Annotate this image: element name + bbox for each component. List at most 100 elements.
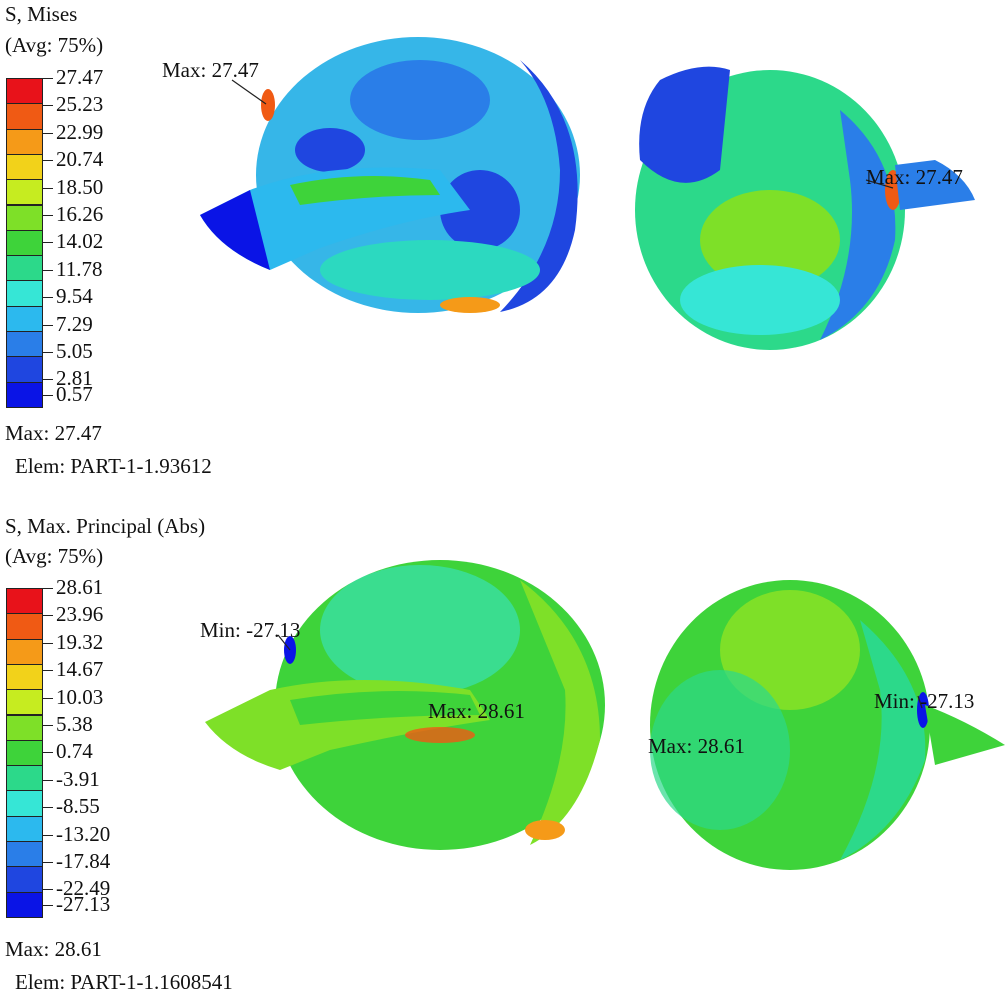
max-principal-legend-swatch <box>6 739 43 767</box>
mises-legend-value: 27.47 <box>56 65 104 89</box>
max-principal-legend-tick <box>43 725 53 727</box>
max-principal-legend-swatch <box>6 663 43 691</box>
max-principal-legend-value: 19.32 <box>56 629 104 654</box>
mises-max-element: Elem: PART-1-1.93612 <box>15 454 212 478</box>
mises-legend-tick <box>43 379 53 381</box>
max-principal-max-element: Elem: PART-1-1.1608541 <box>15 970 233 994</box>
max-principal-legend-tick <box>43 752 53 754</box>
max-principal-left-body <box>205 560 605 850</box>
max-principal-legend-swatch <box>6 689 43 716</box>
max-principal-legend-swatch <box>6 790 43 817</box>
max-principal-legend-value: -13.20 <box>56 821 111 846</box>
max-principal-legend-tick <box>43 889 53 891</box>
max-principal-legend-averaging: (Avg: 75%) <box>5 544 104 568</box>
max-principal-legend-tick <box>43 807 53 809</box>
mises-legend-tick <box>43 242 53 244</box>
max-principal-legend-value: 28.61 <box>56 575 104 599</box>
max-principal-legend-value: 10.03 <box>56 684 104 709</box>
max-principal-legend-swatch <box>6 891 43 918</box>
max-principal-legend-value: 23.96 <box>56 602 104 627</box>
mises-right-body <box>635 66 975 350</box>
mises-legend-swatch <box>6 255 43 282</box>
mises-legend-value: 7.29 <box>56 311 93 336</box>
max-principal-max-summary: Max: 28.61 <box>5 937 102 961</box>
mises-legend-tick <box>43 78 53 79</box>
max-principal-legend-value: -22.49 <box>56 876 111 901</box>
max-principal-right-body <box>650 580 1005 870</box>
mises-legend-value: 20.74 <box>56 147 104 172</box>
max-principal-left-max-label: Max: 28.61 <box>428 699 525 723</box>
mises-legend-value: 11.78 <box>56 256 103 281</box>
max-principal-legend-tick <box>43 834 53 836</box>
mises-legend-swatch <box>6 229 43 257</box>
mises-legend-tick <box>43 132 53 134</box>
mises-legend-tick <box>43 160 53 162</box>
mises-legend-value: 5.05 <box>56 339 93 364</box>
max-principal-legend-value: 5.38 <box>56 712 93 737</box>
mises-legend-tick <box>43 105 53 107</box>
mises-contour-views: Max: 27.47 Max: 27.47 <box>162 37 975 350</box>
mises-stress-panel: Max: 27.47 Max: 27.47 S, Mises (Avg: 75%… <box>0 0 1008 499</box>
max-principal-right-max-label: Max: 28.61 <box>648 734 745 758</box>
mises-legend-swatch <box>6 128 43 155</box>
max-principal-legend-value: -8.55 <box>56 794 100 819</box>
max-principal-legend-tick <box>43 588 53 589</box>
mises-legend-value: 25.23 <box>56 92 104 117</box>
max-principal-stress-panel: Min: -27.13 Max: 28.61 Min: -27.13 Max: … <box>0 500 1008 999</box>
max-principal-legend-tick <box>43 670 53 672</box>
mises-legend-swatch <box>6 103 43 130</box>
max-principal-legend-tick <box>43 615 53 617</box>
max-principal-legend-swatch <box>6 714 43 741</box>
mises-legend-value: 22.99 <box>56 119 104 144</box>
mises-legend-value: 16.26 <box>56 202 104 227</box>
max-principal-legend-swatch <box>6 815 43 842</box>
max-principal-left-min-label: Min: -27.13 <box>200 618 300 642</box>
mises-legend-tick <box>43 394 53 396</box>
max-principal-legend-swatch <box>6 613 43 640</box>
max-principal-legend-tick <box>43 779 53 781</box>
mises-left-body <box>200 37 580 313</box>
mises-color-legend: 27.47 25.23 22.99 20.74 18.50 16.26 14.02 11.78… <box>6 66 103 408</box>
mises-legend-value: 18.50 <box>56 174 104 199</box>
mises-legend-title: S, Mises <box>5 2 78 26</box>
max-principal-legend-swatch <box>6 841 43 868</box>
mises-legend-tick <box>43 324 53 326</box>
mises-legend-value: 14.02 <box>56 229 104 254</box>
mises-legend-averaging: (Avg: 75%) <box>5 33 104 57</box>
max-principal-legend-swatch <box>6 638 43 665</box>
max-principal-right-min-label: Min: -27.13 <box>874 689 974 713</box>
mises-legend-swatch <box>6 356 43 383</box>
mises-legend-swatch <box>6 153 43 181</box>
mises-legend-swatch <box>6 381 43 408</box>
max-principal-legend-value: 0.74 <box>56 739 93 764</box>
mises-legend-tick <box>43 297 53 299</box>
mises-legend-tick <box>43 187 53 189</box>
max-principal-legend-value: 14.67 <box>56 657 104 682</box>
max-principal-legend-tick <box>43 697 53 699</box>
max-principal-legend-tick <box>43 642 53 644</box>
mises-legend-swatch <box>6 179 43 206</box>
max-principal-legend-swatch <box>6 866 43 893</box>
max-principal-legend-tick <box>43 862 53 864</box>
mises-legend-value: 0.57 <box>56 381 93 406</box>
mises-legend-swatch <box>6 331 43 358</box>
mises-legend-value: 9.54 <box>56 284 93 309</box>
max-principal-legend-value: -17.84 <box>56 849 111 874</box>
mises-legend-swatch <box>6 280 43 307</box>
mises-right-max-label: Max: 27.47 <box>866 165 963 189</box>
max-principal-legend-title: S, Max. Principal (Abs) <box>5 514 206 538</box>
max-principal-contour-views: Min: -27.13 Max: 28.61 Min: -27.13 Max: … <box>200 560 1005 870</box>
mises-legend-swatch <box>6 204 43 231</box>
max-principal-legend-swatch <box>6 588 43 615</box>
max-principal-legend-value: -27.13 <box>56 891 111 916</box>
max-principal-legend-swatch <box>6 765 43 792</box>
mises-legend-swatch <box>6 305 43 332</box>
mises-max-summary: Max: 27.47 <box>5 421 102 445</box>
mises-legend-value: 2.81 <box>56 366 93 391</box>
mises-legend-tick <box>43 352 53 354</box>
max-principal-legend-tick <box>43 904 53 906</box>
mises-legend-tick <box>43 269 53 271</box>
max-principal-color-legend: 28.61 23.96 19.32 14.67 10.03 5.38 0.74 -3.91 -8… <box>6 576 110 918</box>
mises-legend-swatch <box>6 78 43 105</box>
mises-left-max-label: Max: 27.47 <box>162 58 259 82</box>
